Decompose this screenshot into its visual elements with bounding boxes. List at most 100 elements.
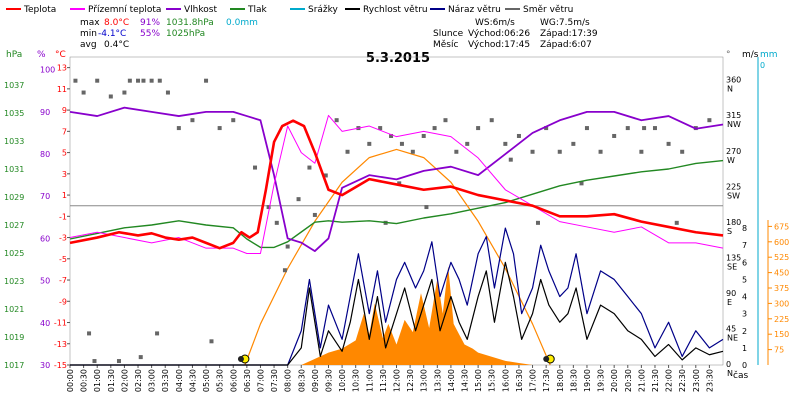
sun-label: Slunce	[433, 29, 464, 39]
solar-area	[301, 266, 533, 365]
y-tick-label-celsius: 11	[57, 85, 67, 94]
y-tick-label-dir: SW	[727, 191, 740, 200]
y-tick-label-pct: 50	[40, 277, 50, 286]
y-tick-label-celsius: 9	[62, 106, 67, 115]
moon-label: Měsíc	[433, 40, 458, 50]
y-tick-label-rad: 225	[774, 315, 789, 324]
wind-speed-readout: WS:6m/s	[475, 18, 515, 28]
x-tick-label: 09:00	[311, 369, 320, 392]
x-tick-label: 07:00	[256, 369, 265, 392]
wind-direction-point	[345, 149, 350, 154]
y-tick-label-deg: 360	[726, 76, 741, 85]
series-line-rychlost-v-tru	[70, 261, 724, 366]
wind-direction-point	[157, 78, 162, 83]
y-tick-label-celsius: 13	[57, 64, 67, 73]
wind-direction-point	[530, 149, 535, 154]
moon-icon	[237, 356, 244, 362]
sun-set: Západ:17:39	[540, 29, 598, 39]
moon-rise: Východ:17:45	[468, 40, 530, 50]
wind-gust-readout: WG:7.5m/s	[540, 18, 590, 28]
wind-direction-point	[612, 133, 617, 138]
wind-direction-point	[136, 78, 141, 83]
wind-direction-point	[307, 165, 312, 170]
wind-direction-point	[399, 141, 404, 146]
wind-direction-point	[557, 149, 562, 154]
x-tick-label: 15:00	[474, 369, 483, 392]
sun-rise: Východ:06:26	[468, 29, 530, 39]
y-tick-label-celsius: -13	[54, 340, 67, 349]
sun-icons	[237, 354, 555, 364]
y-tick-label-pct: 30	[40, 361, 50, 370]
wind-direction-point	[642, 126, 647, 131]
y-tick-label-pct: 70	[40, 192, 50, 201]
y-tick-label-pct: 90	[40, 108, 50, 117]
y-tick-label-hpa: 1035	[4, 109, 24, 118]
wind-direction-point	[378, 126, 383, 131]
legend-item-label: Rychlost větru	[363, 5, 428, 15]
legend-item-label: Směr větru	[523, 5, 573, 15]
y-tick-label-ms: 5	[742, 275, 747, 284]
y-tick-label-hpa: 1029	[4, 193, 24, 202]
stat-min-hum: 55%	[140, 29, 160, 39]
x-tick-label: 23:30	[705, 369, 714, 392]
wind-direction-point	[209, 339, 214, 344]
y-tick-label-pct: 100	[40, 66, 55, 75]
legend-item-label: Přízemní teplota	[88, 5, 161, 15]
y-tick-label-deg: 180	[726, 218, 741, 227]
wind-direction-point	[127, 78, 132, 83]
x-tick-label: 05:30	[216, 369, 225, 392]
wind-direction-point	[584, 126, 589, 131]
wind-direction-point	[204, 78, 209, 83]
y-tick-label-hpa: 1033	[4, 137, 24, 146]
y-tick-label-dir: N	[727, 369, 733, 378]
stat-max-rain: 0.0mm	[226, 18, 258, 28]
x-tick-label: 14:00	[447, 369, 456, 392]
unit-deg: °	[726, 50, 731, 60]
wind-direction-point	[231, 118, 236, 123]
x-tick-label: 11:00	[365, 369, 374, 392]
y-tick-label-pct: 40	[40, 319, 50, 328]
y-tick-label-hpa: 1021	[4, 305, 24, 314]
wind-direction-point	[503, 141, 508, 146]
x-tick-label: 06:00	[229, 369, 238, 392]
axes: 00:00 00:30 01:00 01:30 02:00 02:30 03:00 03:30…	[4, 56, 789, 392]
stat-min-label: min	[80, 29, 97, 39]
wind-direction-point	[625, 126, 630, 131]
wind-direction-point	[141, 78, 146, 83]
wind-direction-point	[666, 141, 671, 146]
unit-pct: %	[37, 50, 46, 60]
y-tick-label-hpa: 1017	[4, 361, 24, 370]
wind-direction-point	[296, 197, 301, 202]
y-tick-label-hpa: 1031	[4, 165, 24, 174]
x-tick-label: 02:30	[134, 369, 143, 392]
x-tick-label: 10:00	[338, 369, 347, 392]
wind-direction-point	[312, 212, 317, 217]
y-tick-label-ms: 8	[742, 224, 747, 233]
y-tick-label-ms: 2	[742, 327, 747, 336]
wind-direction-point	[334, 118, 339, 123]
wind-direction-point	[285, 244, 290, 249]
y-tick-label-celsius: 5	[62, 149, 67, 158]
y-tick-label-hpa: 1019	[4, 333, 24, 342]
stat-min-press: 1025hPa	[166, 29, 205, 39]
y-tick-label-deg: 270	[726, 147, 741, 156]
y-tick-label-dir: S	[727, 227, 732, 236]
wind-direction-point	[165, 90, 170, 95]
y-tick-label-deg: 225	[726, 182, 741, 191]
wind-direction-point	[579, 181, 584, 186]
wind-direction-point	[92, 359, 97, 364]
y-tick-label-pct: 60	[40, 234, 50, 243]
y-tick-label-dir: W	[727, 156, 735, 165]
wind-direction-point	[544, 126, 549, 131]
wind-direction-point	[108, 94, 113, 99]
x-tick-label: 01:00	[93, 369, 102, 392]
unit-celsius: °C	[55, 50, 66, 60]
wind-direction-point	[674, 220, 679, 225]
y-tick-label-celsius: -9	[59, 297, 67, 306]
wind-direction-point	[516, 133, 521, 138]
wind-direction-point	[598, 149, 603, 154]
y-tick-label-mm: 0	[760, 61, 765, 70]
x-tick-label: 09:30	[324, 369, 333, 392]
wind-direction-point	[652, 126, 657, 131]
x-tick-label: 03:00	[148, 369, 157, 392]
